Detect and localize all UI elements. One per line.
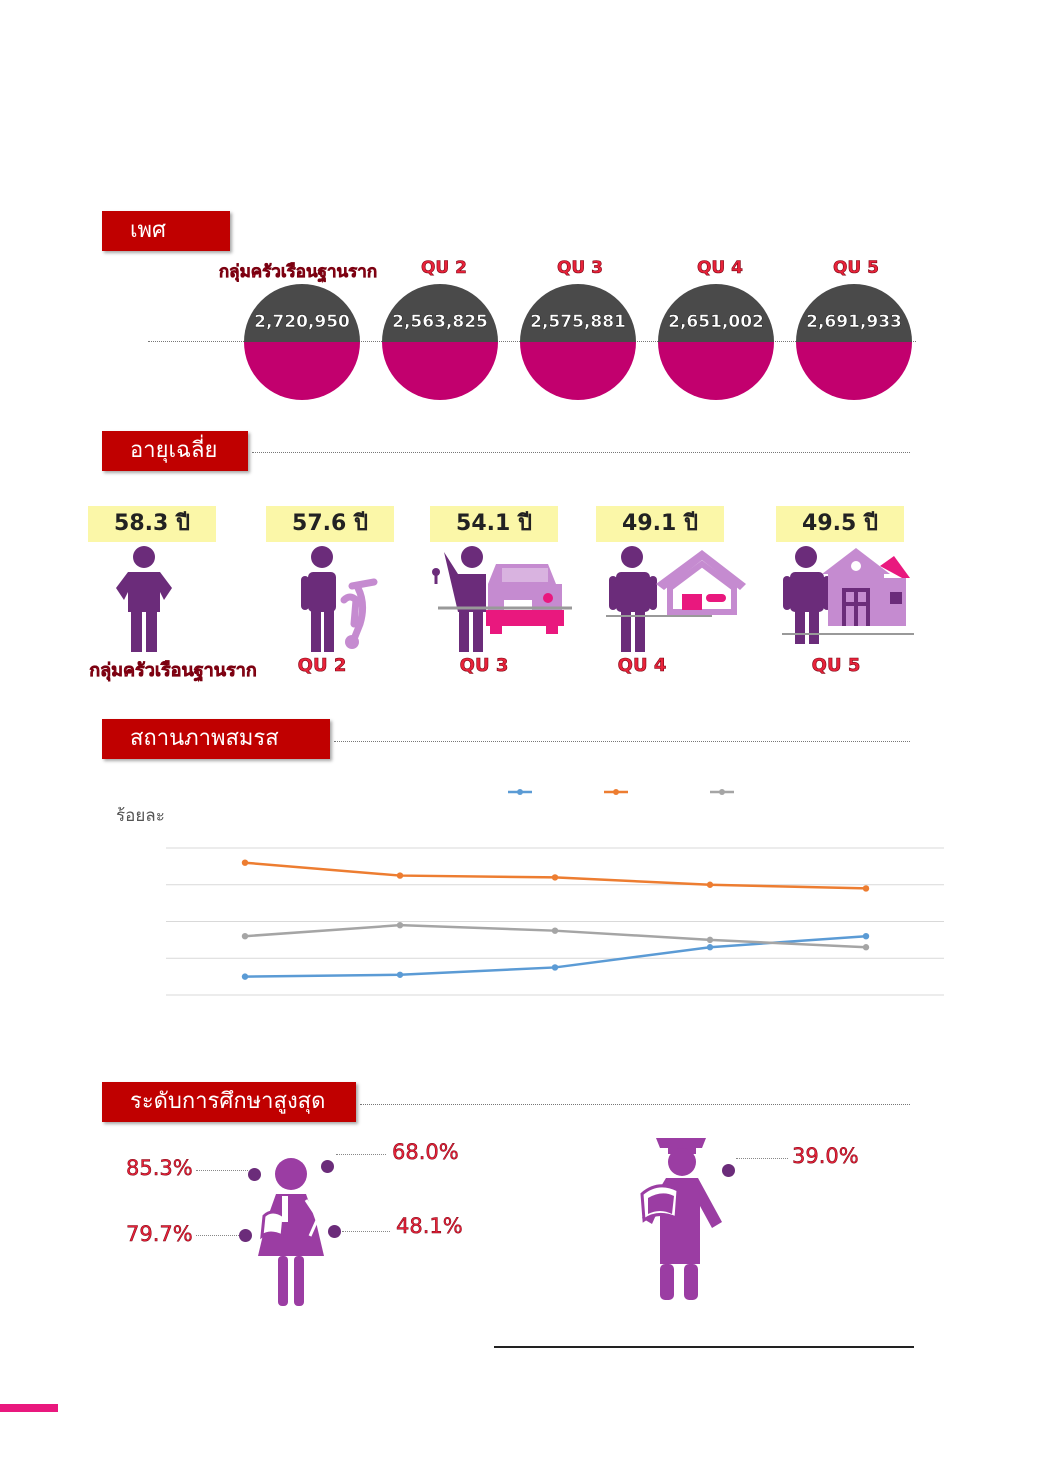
edu-dot-top-left (248, 1168, 261, 1181)
data-point-s3-1 (241, 933, 249, 940)
edu-pct-bottom-left: 79.7% (126, 1222, 193, 1247)
gender-total-value: 2,720,950 (254, 312, 350, 333)
edu-pct-graduate: 39.0% (792, 1144, 859, 1169)
education-divider (360, 1104, 910, 1105)
gender-total-value: 2,691,933 (806, 312, 902, 333)
gender-group-label-3: QU 3 (556, 258, 604, 279)
gender-group-label-1: กลุ่มครัวเรือนฐานราก (218, 262, 378, 283)
gender-total-value: 2,651,002 (668, 312, 764, 333)
data-point-s3-5 (862, 944, 870, 951)
data-point-s2-2 (396, 872, 404, 879)
data-point-s1-1 (241, 973, 249, 980)
gender-circle-5: 2,691,933 (796, 284, 912, 400)
student-woman-icon (258, 1158, 324, 1306)
marital-line-chart (166, 789, 944, 996)
age-value-4: 49.1 ปี (596, 506, 724, 542)
person-big-house-icon (782, 546, 914, 644)
age-group-label-5: QU 5 (811, 655, 861, 677)
age-value-2: 57.6 ปี (266, 506, 394, 542)
section-header-education: ระดับการศึกษาสูงสุด (102, 1082, 356, 1122)
edu-baseline (494, 1346, 914, 1348)
section-header-age: อายุเฉลี่ย (102, 431, 248, 471)
edu-pct-top-right: 68.0% (392, 1140, 459, 1165)
gender-circle-2: 2,563,825 (382, 284, 498, 400)
age-group-label-4: QU 4 (617, 655, 667, 677)
marital-divider (334, 741, 910, 742)
gender-group-label-4: QU 4 (696, 258, 744, 279)
data-point-s1-3 (551, 964, 559, 971)
legend-marker-2 (604, 789, 628, 795)
section-header-gender: เพศ (102, 211, 230, 251)
data-point-s2-4 (706, 881, 714, 888)
person-empty-pockets-icon (116, 546, 172, 652)
edu-dot-top-right (321, 1160, 334, 1173)
gender-circle-bottom (382, 342, 498, 400)
edu-dot-bottom-left (239, 1229, 252, 1242)
legend-marker-3 (710, 789, 734, 795)
data-point-s1-5 (862, 933, 870, 940)
data-point-s2-1 (241, 859, 249, 866)
legend-marker-1 (508, 789, 532, 795)
data-point-s3-4 (706, 936, 714, 944)
graduate-icon (640, 1138, 722, 1300)
person-car-icon (432, 546, 572, 652)
gender-circle-4: 2,651,002 (658, 284, 774, 400)
age-group-label-2: QU 2 (297, 655, 347, 677)
chart-ylabel: ร้อยละ (116, 806, 165, 826)
age-group-label-1: กลุ่มครัวเรือนฐานราก (89, 660, 257, 682)
page-corner-marker (0, 1404, 58, 1412)
data-point-s1-4 (706, 944, 714, 951)
person-house-icon (606, 546, 746, 652)
gender-circle-top (382, 284, 498, 342)
person-motorbike-icon (301, 546, 378, 652)
gender-total-value: 2,563,825 (392, 312, 488, 333)
edu-pct-bottom-right: 48.1% (396, 1214, 463, 1239)
edu-dot-graduate (722, 1164, 735, 1177)
gender-total-value: 2,575,881 (530, 312, 626, 333)
age-value-3: 54.1 ปี (430, 506, 558, 542)
gender-circle-bottom (244, 342, 360, 400)
gender-group-label-5: QU 5 (832, 258, 880, 279)
gender-circle-top (658, 284, 774, 342)
edu-dot-bottom-right (328, 1225, 341, 1238)
edu-leader-top-left (196, 1170, 248, 1171)
edu-pct-top-left: 85.3% (126, 1156, 193, 1181)
gender-group-label-2: QU 2 (420, 258, 468, 279)
data-point-s2-5 (862, 885, 870, 892)
age-divider (252, 452, 910, 453)
gender-circle-bottom (796, 342, 912, 400)
edu-leader-graduate (736, 1158, 788, 1159)
gender-circle-top (244, 284, 360, 342)
gender-circle-bottom (520, 342, 636, 400)
section-header-marital: สถานภาพสมรส (102, 719, 330, 759)
age-group-label-3: QU 3 (459, 655, 509, 677)
data-point-s2-3 (551, 874, 559, 881)
gender-circle-top (796, 284, 912, 342)
edu-leader-bottom-left (196, 1235, 239, 1236)
gender-circle-3: 2,575,881 (520, 284, 636, 400)
data-point-s3-3 (551, 927, 559, 934)
gender-circle-top (520, 284, 636, 342)
age-value-5: 49.5 ปี (776, 506, 904, 542)
edu-leader-top-right (336, 1154, 386, 1155)
gender-circle-bottom (658, 342, 774, 400)
age-value-1: 58.3 ปี (88, 506, 216, 542)
data-point-s1-2 (396, 971, 404, 978)
data-point-s3-2 (396, 921, 404, 929)
edu-leader-bottom-right (342, 1231, 390, 1232)
gender-circle-1: 2,720,950 (244, 284, 360, 400)
